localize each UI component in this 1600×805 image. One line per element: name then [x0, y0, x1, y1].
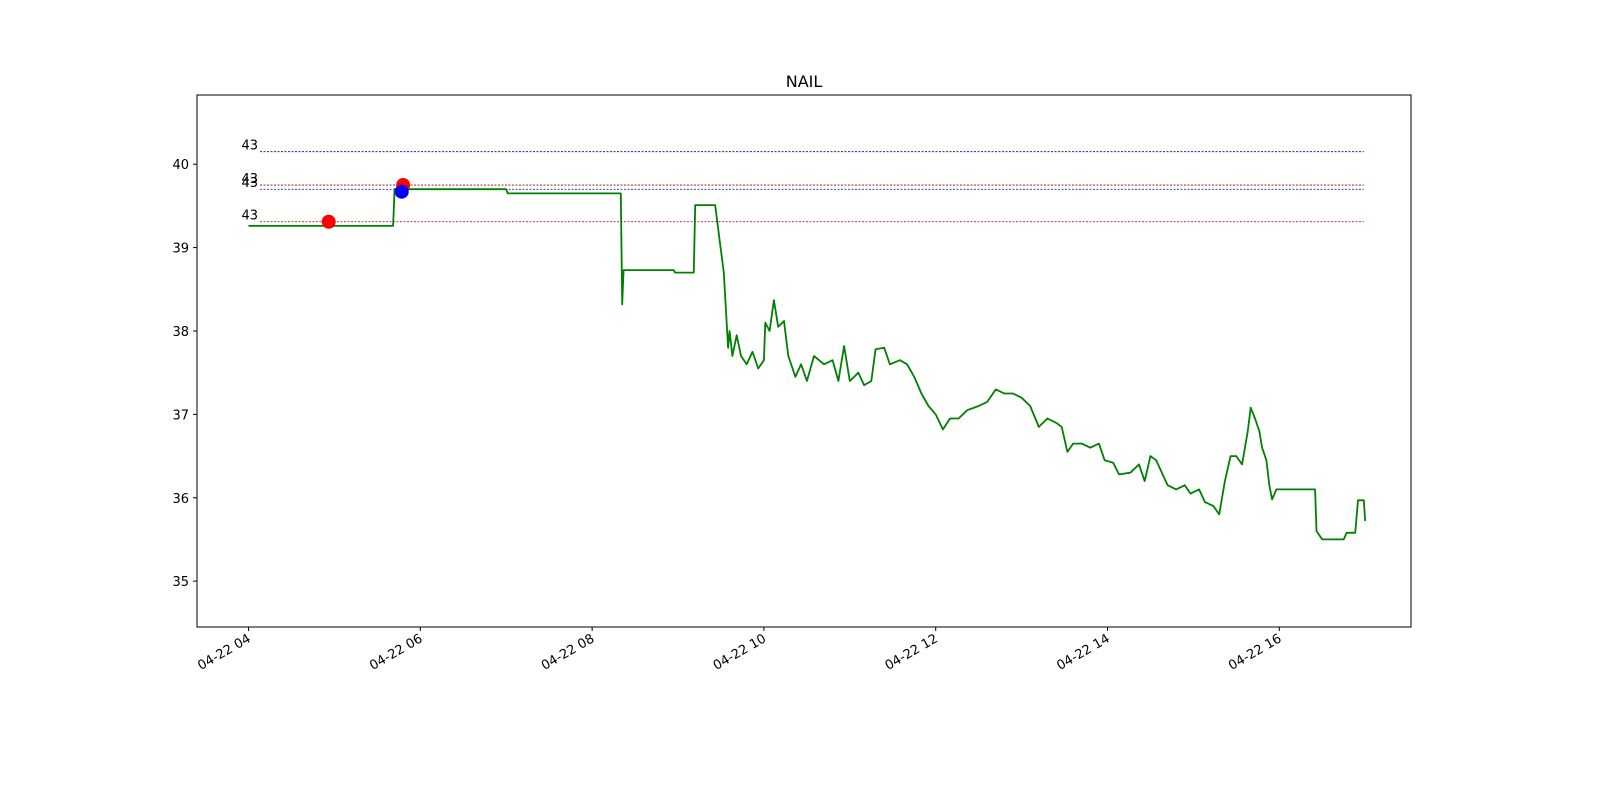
y-tick-label: 40	[172, 158, 189, 173]
reference-line-label: 43	[241, 176, 258, 191]
y-tick-label: 36	[172, 492, 189, 507]
y-tick-label: 37	[172, 408, 189, 423]
price-line	[248, 188, 1367, 541]
signal-markers	[321, 178, 411, 229]
series-layer	[248, 188, 1367, 541]
reference-line-label: 43	[241, 209, 258, 224]
buy-marker	[394, 184, 409, 199]
y-axis: 35 36 37 38 39 40	[172, 158, 197, 590]
plot-frame	[196, 94, 1412, 628]
y-tick-label: 38	[172, 325, 189, 340]
sell-marker	[321, 214, 336, 229]
reference-line-label: 43	[241, 139, 258, 154]
y-tick-label: 39	[172, 242, 189, 257]
y-tick-label: 35	[172, 575, 189, 590]
chart-title: NAIL	[786, 72, 823, 91]
reference-line-label: 43	[241, 172, 258, 187]
